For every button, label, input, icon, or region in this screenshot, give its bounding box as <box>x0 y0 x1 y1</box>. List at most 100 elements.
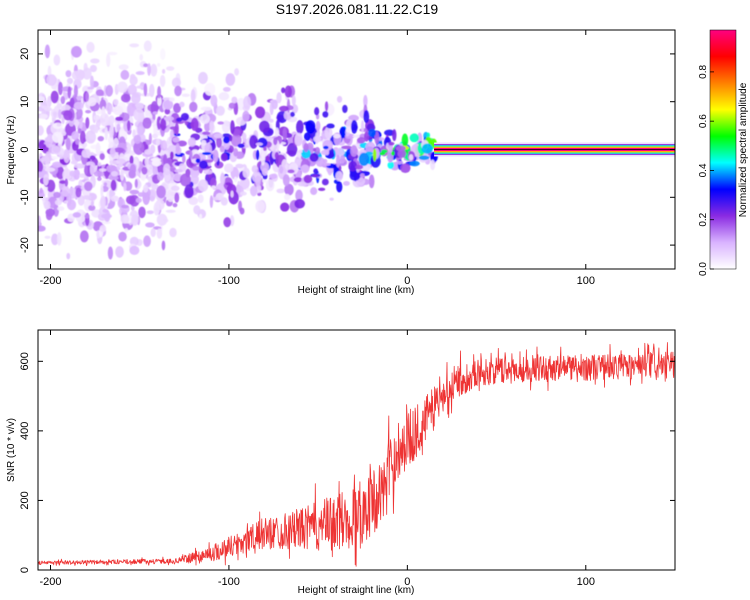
spectrogram-cell <box>121 204 129 209</box>
spectrogram-cell <box>135 71 145 76</box>
spectrogram-cell <box>44 167 56 172</box>
spectrogram-cell <box>215 105 225 116</box>
spectrogram-cell <box>237 143 245 148</box>
spectrogram-cell <box>336 181 343 193</box>
spectrogram-cell <box>359 173 365 178</box>
spectrogram-cell <box>189 101 198 113</box>
spectrogram-cell <box>133 108 145 122</box>
spectrogram-cell <box>160 117 167 131</box>
spectrogram-cell <box>43 141 51 145</box>
spectrogram-cell <box>395 145 406 152</box>
spectrogram-cell <box>89 163 95 176</box>
spectrogram-cell <box>174 192 180 203</box>
spectrogram-cell <box>38 215 42 229</box>
spectrogram-cell <box>109 125 114 139</box>
spectrogram-cell <box>255 200 266 213</box>
snr-axes: -200 -100 0 100 0 200 400 600 <box>19 330 675 588</box>
spectrogram-cell <box>141 166 148 175</box>
spectrogram-cell <box>401 133 409 147</box>
spectrogram-cell <box>95 89 105 97</box>
spectrogram-cell <box>60 95 66 105</box>
spectrogram-cell <box>147 63 151 76</box>
spectrogram-cell <box>51 145 61 155</box>
spectrogram-cell <box>169 180 175 184</box>
spectrogram-cell <box>51 131 63 143</box>
spectrogram-cell <box>86 97 97 107</box>
spectrogram-cell <box>315 157 325 168</box>
spectrogram-cell <box>335 171 344 182</box>
spectrogram-cell <box>324 101 329 112</box>
spectrogram-cell <box>104 126 108 141</box>
spectrogram-cell <box>135 197 142 203</box>
spectrogram-cell <box>99 153 105 160</box>
spectrogram-cell <box>168 97 175 102</box>
spectrogram-cell <box>212 149 219 163</box>
spectrogram-cell <box>199 213 203 220</box>
spectrogram-cell <box>368 174 375 189</box>
colorbar-label: Normalized spectral amplitude <box>738 82 749 217</box>
spectrogram-cell <box>284 183 294 196</box>
spectrogram-cell <box>110 195 120 202</box>
spectrogram-cell <box>66 193 72 207</box>
spectrogram-cell <box>172 202 178 208</box>
spectrogram-cell <box>44 235 51 239</box>
spectrogram-cell <box>130 205 135 211</box>
spectrogram-cell <box>287 169 295 174</box>
spectrogram-cell <box>90 200 95 207</box>
spectrogram-cell <box>112 105 124 116</box>
spectrogram-cell <box>201 139 207 146</box>
spectrogram-cell <box>63 110 73 121</box>
spectrogram-cell <box>255 149 260 161</box>
spectrogram-cell <box>245 187 252 192</box>
spectrogram-cell <box>67 86 72 99</box>
spectrogram-cell <box>311 174 320 178</box>
spectrogram-cell <box>233 176 238 183</box>
snr-series-line <box>38 342 675 567</box>
spectrogram-cell <box>169 227 177 238</box>
spectrogram-cell <box>120 93 131 103</box>
spectrogram-cell <box>81 148 91 158</box>
spectrogram-cell <box>379 152 386 156</box>
spectrogram-cell <box>356 137 366 144</box>
spectrogram-cell <box>68 119 75 127</box>
spectrogram-cell <box>129 236 139 246</box>
spectrogram-cell <box>79 130 86 145</box>
spectrogram-cell <box>145 139 151 146</box>
colorbar-tick-label: 0.6 <box>698 114 709 128</box>
snr-ytick-label: 600 <box>19 352 31 370</box>
spectrogram-cell <box>313 168 319 174</box>
spectrogram-cell <box>219 145 225 153</box>
spectrogram-cell <box>173 102 181 114</box>
spectrogram-cell <box>283 110 292 121</box>
spectrogram-cell <box>130 73 136 80</box>
spectrogram-cell <box>188 196 199 206</box>
spectrogram-cell <box>64 178 69 187</box>
spectrogram-cell <box>392 129 397 142</box>
spectrogram-cell <box>312 147 317 152</box>
spectrogram-cell <box>39 113 48 119</box>
spectrogram-cell <box>164 108 171 115</box>
spectrogram-cell <box>239 191 247 196</box>
spectrogram-cell <box>230 120 235 135</box>
spectrogram-cell <box>189 150 193 160</box>
spectrogram-cell <box>131 214 139 226</box>
spectrogram-cell <box>129 155 134 165</box>
spectrogram-cell <box>295 189 303 202</box>
spectrogram-cell <box>169 129 174 140</box>
spectrogram-cell <box>71 131 80 141</box>
spectrogram-cell <box>101 213 112 219</box>
spectrogram-cell <box>175 142 180 153</box>
spectrogram-cell <box>129 245 140 256</box>
spectrogram-cell <box>172 137 180 143</box>
colorbar-tick-label: 0.8 <box>698 64 709 78</box>
colorbar-tick-label: 0.2 <box>698 212 709 226</box>
spectrogram-ytick-label: 10 <box>19 96 31 108</box>
spectrogram-cell <box>234 68 240 76</box>
spectrogram-cell <box>182 155 186 164</box>
spectrogram-cell <box>235 163 244 169</box>
spectrogram-cell <box>409 160 420 167</box>
spectrogram-cell <box>241 132 247 141</box>
spectrogram-cell <box>53 111 57 118</box>
spectrogram-cell <box>249 135 258 149</box>
